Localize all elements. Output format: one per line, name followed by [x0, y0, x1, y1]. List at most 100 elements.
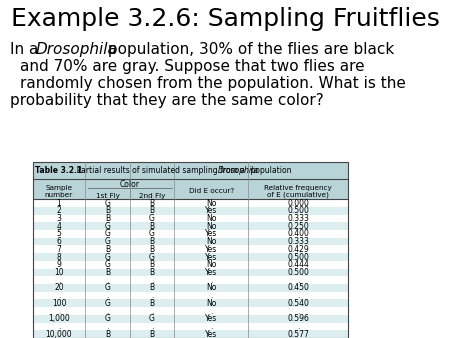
Text: G: G — [149, 214, 155, 223]
Bar — [32, 330, 86, 338]
Text: Yes: Yes — [205, 330, 217, 338]
Text: 2nd Fly: 2nd Fly — [139, 193, 165, 199]
Bar — [32, 215, 86, 222]
Text: B: B — [149, 268, 155, 277]
Text: B: B — [105, 330, 110, 338]
Text: .: . — [107, 307, 109, 315]
Text: .: . — [210, 291, 212, 300]
Text: 8: 8 — [57, 252, 61, 262]
Bar — [248, 261, 348, 269]
Text: No: No — [206, 214, 216, 223]
Bar — [174, 330, 248, 338]
Text: No: No — [206, 283, 216, 292]
Text: In a: In a — [10, 42, 43, 57]
Bar — [86, 179, 130, 199]
Text: Yes: Yes — [205, 268, 217, 277]
Text: Yes: Yes — [205, 314, 217, 323]
Bar — [248, 269, 348, 276]
Bar — [32, 230, 86, 238]
Text: B: B — [105, 206, 110, 215]
Text: .: . — [151, 276, 153, 285]
Text: 1st Fly: 1st Fly — [96, 193, 120, 199]
Bar — [130, 222, 174, 230]
Text: Sample
number: Sample number — [45, 185, 73, 198]
Bar — [86, 269, 130, 276]
Bar — [174, 230, 248, 238]
Bar — [174, 222, 248, 230]
Bar — [32, 299, 86, 307]
Text: Drosophila: Drosophila — [218, 166, 259, 175]
Bar — [130, 238, 174, 245]
Text: 0.250: 0.250 — [287, 222, 309, 231]
Bar — [130, 330, 174, 338]
Bar — [248, 199, 348, 207]
Text: probability that they are the same color?: probability that they are the same color… — [10, 93, 324, 108]
Bar — [248, 238, 348, 245]
Text: .: . — [58, 322, 60, 331]
Text: 0.429: 0.429 — [287, 245, 309, 254]
Bar — [174, 215, 248, 222]
Text: 0.444: 0.444 — [287, 260, 309, 269]
Bar — [130, 261, 174, 269]
Text: G: G — [105, 198, 111, 208]
Bar — [86, 284, 130, 292]
Bar — [174, 284, 248, 292]
Text: .: . — [297, 307, 299, 315]
Bar — [130, 215, 174, 222]
Text: 0.500: 0.500 — [287, 206, 309, 215]
Bar — [248, 245, 348, 253]
Bar — [130, 230, 174, 238]
Bar — [86, 230, 130, 238]
Text: No: No — [206, 237, 216, 246]
Text: B: B — [149, 237, 155, 246]
Text: Relative frequency
of E (cumulative): Relative frequency of E (cumulative) — [264, 185, 332, 198]
Text: No: No — [206, 260, 216, 269]
Text: G: G — [149, 252, 155, 262]
Text: 0.540: 0.540 — [287, 299, 309, 308]
Text: B: B — [149, 260, 155, 269]
Text: No: No — [206, 198, 216, 208]
Bar — [32, 292, 86, 299]
Bar — [130, 199, 174, 207]
Text: 0.000: 0.000 — [287, 198, 309, 208]
Text: 0.450: 0.450 — [287, 283, 309, 292]
Bar — [174, 292, 248, 299]
Text: B: B — [105, 245, 110, 254]
Bar — [130, 269, 174, 276]
Text: 0.400: 0.400 — [287, 230, 309, 238]
Text: .: . — [297, 291, 299, 300]
Text: 20: 20 — [54, 283, 64, 292]
Bar — [32, 179, 86, 199]
Text: Partial results of simulated sampling from a: Partial results of simulated sampling fr… — [72, 166, 247, 175]
Text: No: No — [206, 222, 216, 231]
Text: G: G — [105, 299, 111, 308]
Text: G: G — [105, 260, 111, 269]
Bar — [248, 307, 348, 315]
Text: B: B — [149, 245, 155, 254]
Text: Yes: Yes — [205, 206, 217, 215]
Bar — [248, 207, 348, 215]
Bar — [248, 179, 348, 199]
Text: 1: 1 — [57, 198, 61, 208]
Bar — [130, 284, 174, 292]
Bar — [248, 315, 348, 322]
Bar — [248, 222, 348, 230]
Bar — [174, 315, 248, 322]
Bar — [130, 299, 174, 307]
Bar — [86, 315, 130, 322]
Text: 10: 10 — [54, 268, 64, 277]
Bar — [130, 207, 174, 215]
Bar — [130, 179, 174, 199]
Text: G: G — [105, 283, 111, 292]
Text: .: . — [210, 322, 212, 331]
Bar — [174, 269, 248, 276]
Bar — [248, 299, 348, 307]
Bar — [32, 207, 86, 215]
Text: 9: 9 — [57, 260, 61, 269]
Bar — [32, 315, 86, 322]
Bar — [32, 162, 348, 338]
Text: G: G — [105, 237, 111, 246]
Bar — [86, 245, 130, 253]
Bar — [174, 199, 248, 207]
Bar — [174, 307, 248, 315]
